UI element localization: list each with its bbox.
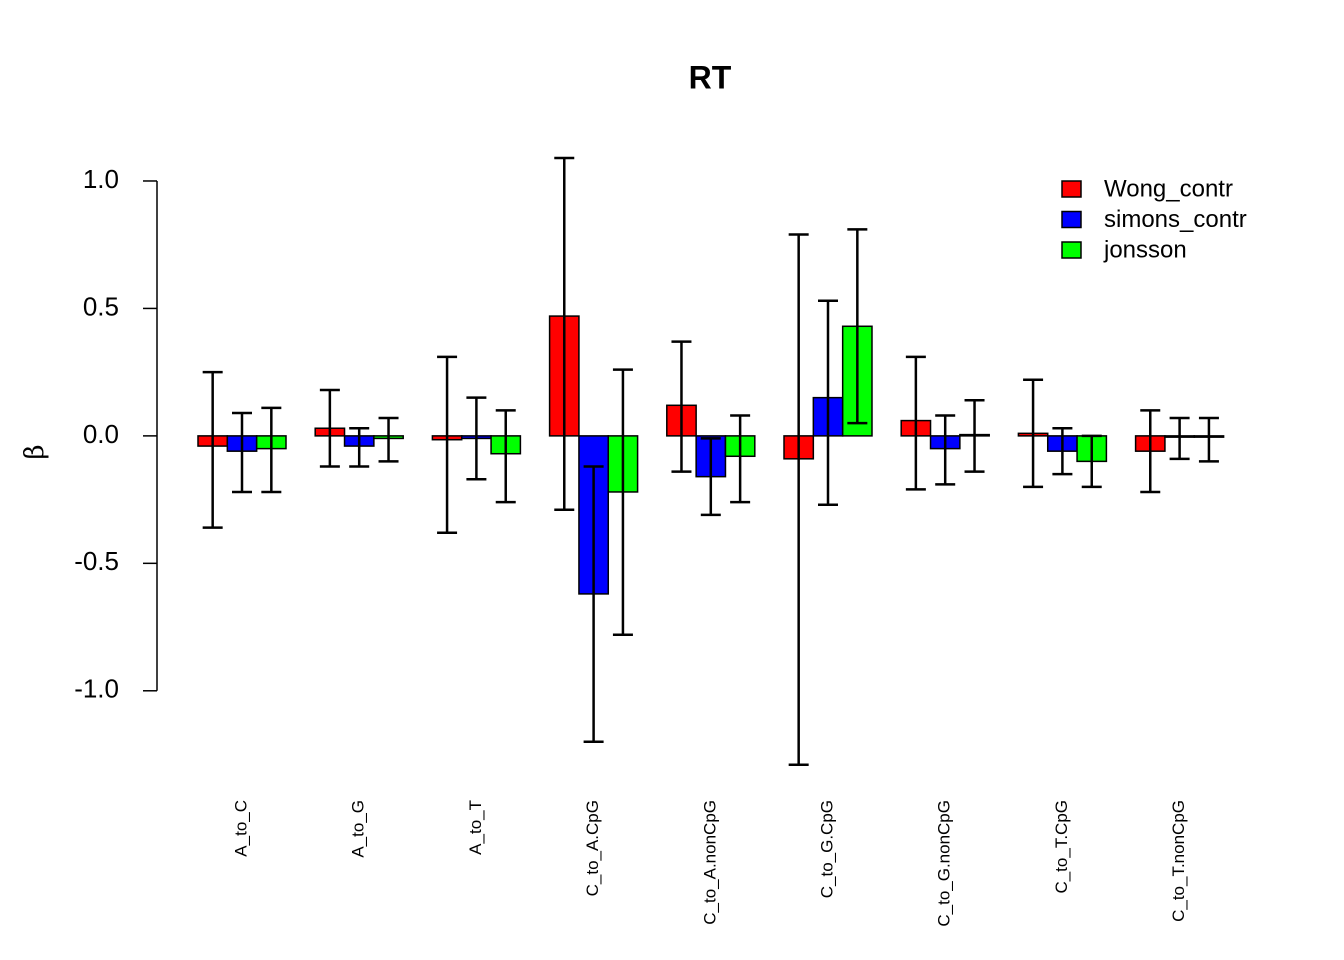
- y-axis-label: β: [20, 444, 50, 459]
- y-tick-label: 0.5: [83, 291, 119, 321]
- x-tick-label: C_to_G.nonCpG: [935, 800, 954, 927]
- legend-label: Wong_contr: [1104, 175, 1233, 202]
- legend-label: jonsson: [1103, 236, 1187, 263]
- y-tick-label: 1.0: [83, 164, 119, 194]
- x-tick-label: A_to_T: [466, 800, 485, 855]
- chart-title: RT: [689, 59, 732, 95]
- y-tick-label: -1.0: [74, 674, 119, 704]
- y-tick-label: 0.0: [83, 419, 119, 449]
- y-tick-label: -0.5: [74, 546, 119, 576]
- x-tick-label: A_to_C: [231, 800, 250, 857]
- x-tick-label: C_to_G.CpG: [817, 800, 836, 898]
- x-tick-label: C_to_T.CpG: [1052, 800, 1071, 894]
- legend-swatch: [1061, 241, 1082, 259]
- x-tick-label: C_to_A.nonCpG: [700, 800, 719, 925]
- legend-swatch: [1061, 180, 1082, 198]
- legend-swatch: [1061, 210, 1082, 229]
- legend-label: simons_contr: [1104, 206, 1247, 233]
- x-tick-label: C_to_T.nonCpG: [1169, 800, 1188, 922]
- x-tick-label: C_to_A.CpG: [583, 800, 602, 896]
- x-tick-label: A_to_G: [349, 800, 368, 858]
